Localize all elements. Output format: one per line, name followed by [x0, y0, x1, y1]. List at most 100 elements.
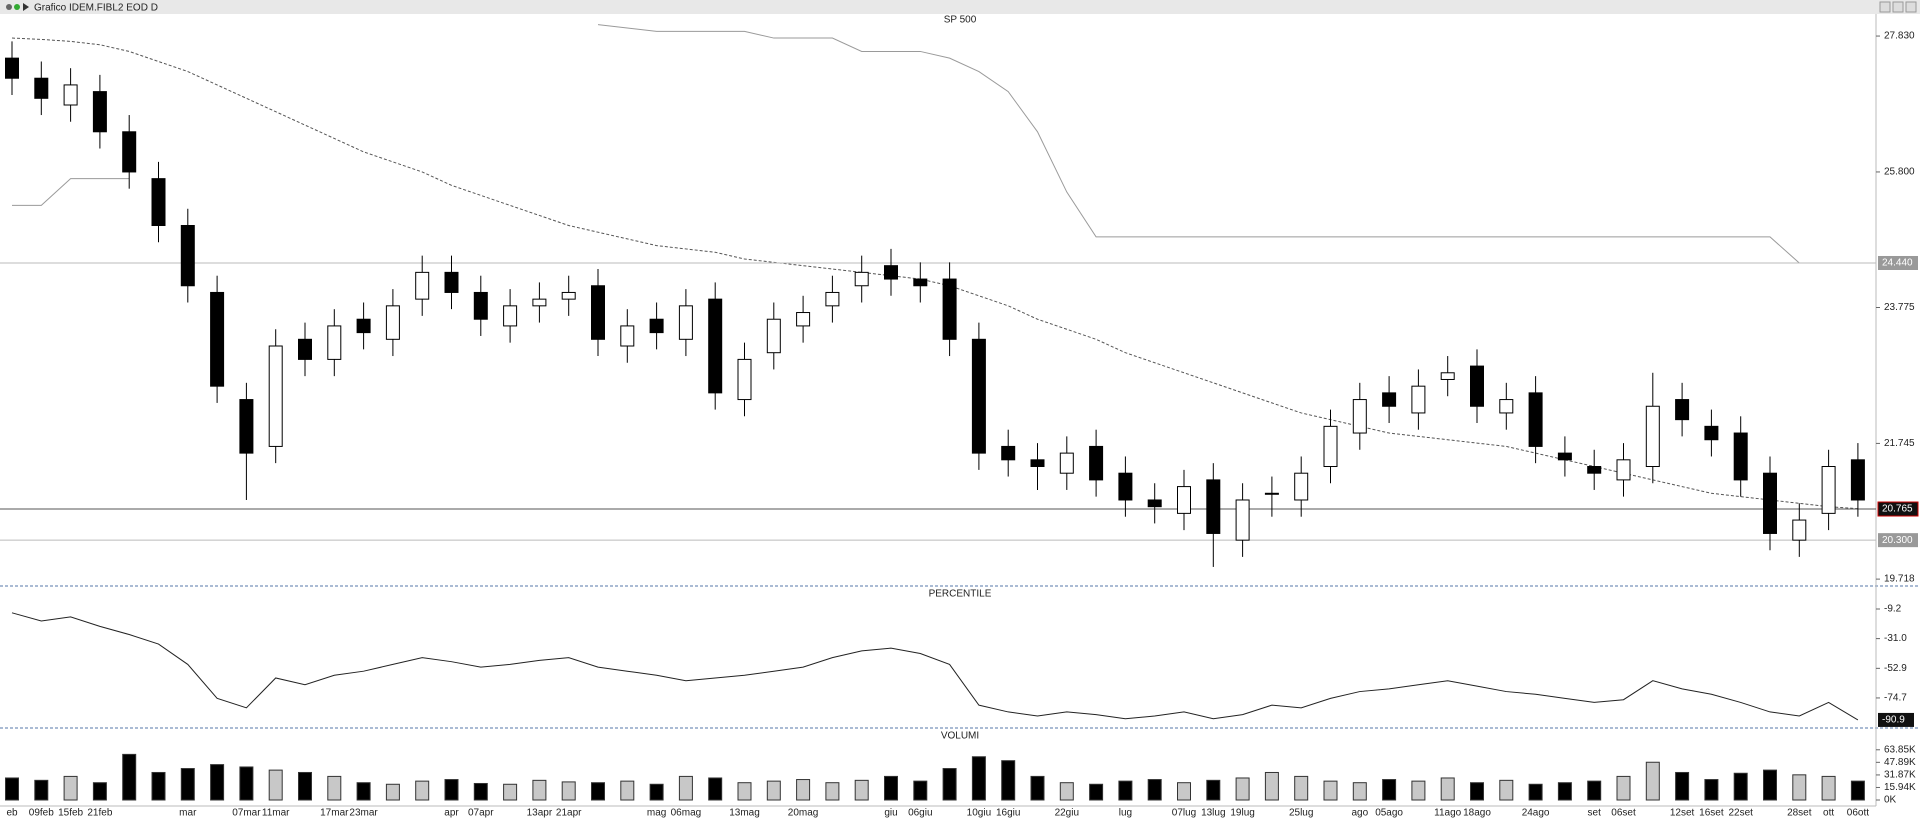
marker-label: 20.765	[1882, 504, 1913, 515]
candle-body	[1001, 445, 1016, 461]
candle-body	[1118, 472, 1133, 501]
x-tick-label: ott	[1823, 808, 1834, 819]
panel-title: SP 500	[944, 15, 977, 26]
candle-body	[1763, 472, 1777, 534]
candle-body	[1147, 499, 1162, 508]
status-icon	[14, 4, 20, 10]
volume-bar	[913, 780, 928, 801]
percentile-line	[11, 612, 1859, 721]
minimize-button[interactable]	[1879, 1, 1891, 13]
x-tick-label: eb	[6, 808, 18, 819]
volume-bar	[473, 782, 488, 801]
y-tick-label: -9.2	[1884, 604, 1902, 615]
x-tick-label: 07apr	[468, 808, 494, 819]
x-tick-label: ago	[1351, 808, 1368, 819]
volume-bar	[1323, 780, 1338, 801]
volume-bar	[1089, 783, 1104, 801]
x-tick-label: 17mar	[320, 808, 349, 819]
x-tick-label: 21feb	[87, 808, 112, 819]
x-tick-label: apr	[444, 808, 459, 819]
candle-body	[1411, 385, 1426, 414]
close-button[interactable]	[1905, 1, 1917, 13]
candle-body	[1089, 445, 1104, 481]
candle-body	[1177, 486, 1191, 514]
volume-bar	[1557, 782, 1572, 801]
candle-body	[210, 291, 225, 387]
volume-bar	[1235, 777, 1250, 801]
moving-average	[11, 37, 1858, 510]
x-tick-label: 13mag	[729, 808, 760, 819]
volume-bar	[1821, 775, 1836, 801]
candle-body	[796, 312, 811, 327]
candle-body	[884, 265, 898, 280]
volume-bar	[1616, 775, 1631, 801]
candle-body	[356, 318, 371, 334]
y-tick-label: 21.745	[1884, 438, 1915, 449]
y-tick-label: 25.800	[1884, 167, 1915, 178]
candle-body	[5, 57, 19, 79]
marker-label: 24.440	[1882, 258, 1913, 269]
x-tick-label: 05ago	[1375, 808, 1403, 819]
volume-bar	[122, 753, 137, 801]
volume-bar	[1733, 772, 1748, 801]
maximize-button[interactable]	[1892, 1, 1904, 13]
volume-bar	[854, 779, 869, 801]
marker-box	[1878, 712, 1914, 727]
y-tick-label: 31.87K	[1884, 770, 1916, 781]
marker-box	[1877, 501, 1919, 517]
candle-body	[1382, 392, 1397, 407]
x-tick-label: mar	[179, 808, 197, 819]
volume-bar	[415, 780, 430, 801]
volume-bar	[92, 782, 107, 801]
x-tick-label: 12set	[1670, 808, 1695, 819]
y-tick-label: 23.775	[1884, 302, 1915, 313]
candle-body	[1030, 459, 1045, 468]
candle-body	[1557, 452, 1572, 461]
volume-bar	[327, 775, 342, 801]
candle-body	[708, 298, 723, 394]
candle-body	[1704, 425, 1719, 441]
menu-icon[interactable]	[6, 4, 12, 10]
volume-bar	[63, 775, 78, 801]
marker-label: 20.300	[1882, 535, 1913, 546]
volume-bar	[356, 782, 371, 801]
marker-label: -90.9	[1882, 715, 1905, 726]
volume-bar	[1470, 782, 1484, 801]
x-tick-label: 16set	[1699, 808, 1724, 819]
volume-bar	[1411, 780, 1426, 801]
volume-bar	[503, 783, 518, 801]
candle-body	[971, 338, 986, 454]
candle-body	[385, 305, 400, 340]
candle-body	[620, 325, 635, 347]
volume-bar	[737, 782, 752, 801]
x-tick-label: lug	[1119, 808, 1132, 819]
x-tick-label: 22set	[1728, 808, 1753, 819]
y-tick-label: 19.718	[1884, 574, 1915, 585]
candle-body	[268, 345, 283, 447]
volume-bar	[1763, 769, 1777, 801]
x-tick-label: 23mar	[349, 808, 378, 819]
y-tick-label: 63.85K	[1884, 744, 1916, 755]
candle-body	[825, 291, 840, 307]
candle-body	[122, 131, 137, 173]
volume-bar	[649, 783, 664, 801]
candle-body	[854, 271, 869, 287]
x-tick-label: 06mag	[671, 808, 702, 819]
volume-bar	[1147, 779, 1162, 801]
candle-body	[1294, 472, 1309, 501]
volume-bar	[766, 780, 781, 801]
volume-bar	[385, 783, 400, 801]
volume-bar	[1001, 760, 1016, 801]
candle-body	[561, 291, 576, 300]
y-tick-label: 0K	[1884, 795, 1897, 806]
candle-body	[1733, 432, 1748, 481]
x-tick-label: 22giu	[1055, 808, 1079, 819]
volume-bar	[971, 756, 986, 801]
play-icon[interactable]	[23, 3, 29, 11]
candle-body	[180, 225, 195, 287]
volume-bar	[1177, 782, 1191, 801]
candle-body	[1470, 365, 1484, 407]
volume-bar	[151, 771, 166, 801]
x-tick-label: 25lug	[1289, 808, 1313, 819]
